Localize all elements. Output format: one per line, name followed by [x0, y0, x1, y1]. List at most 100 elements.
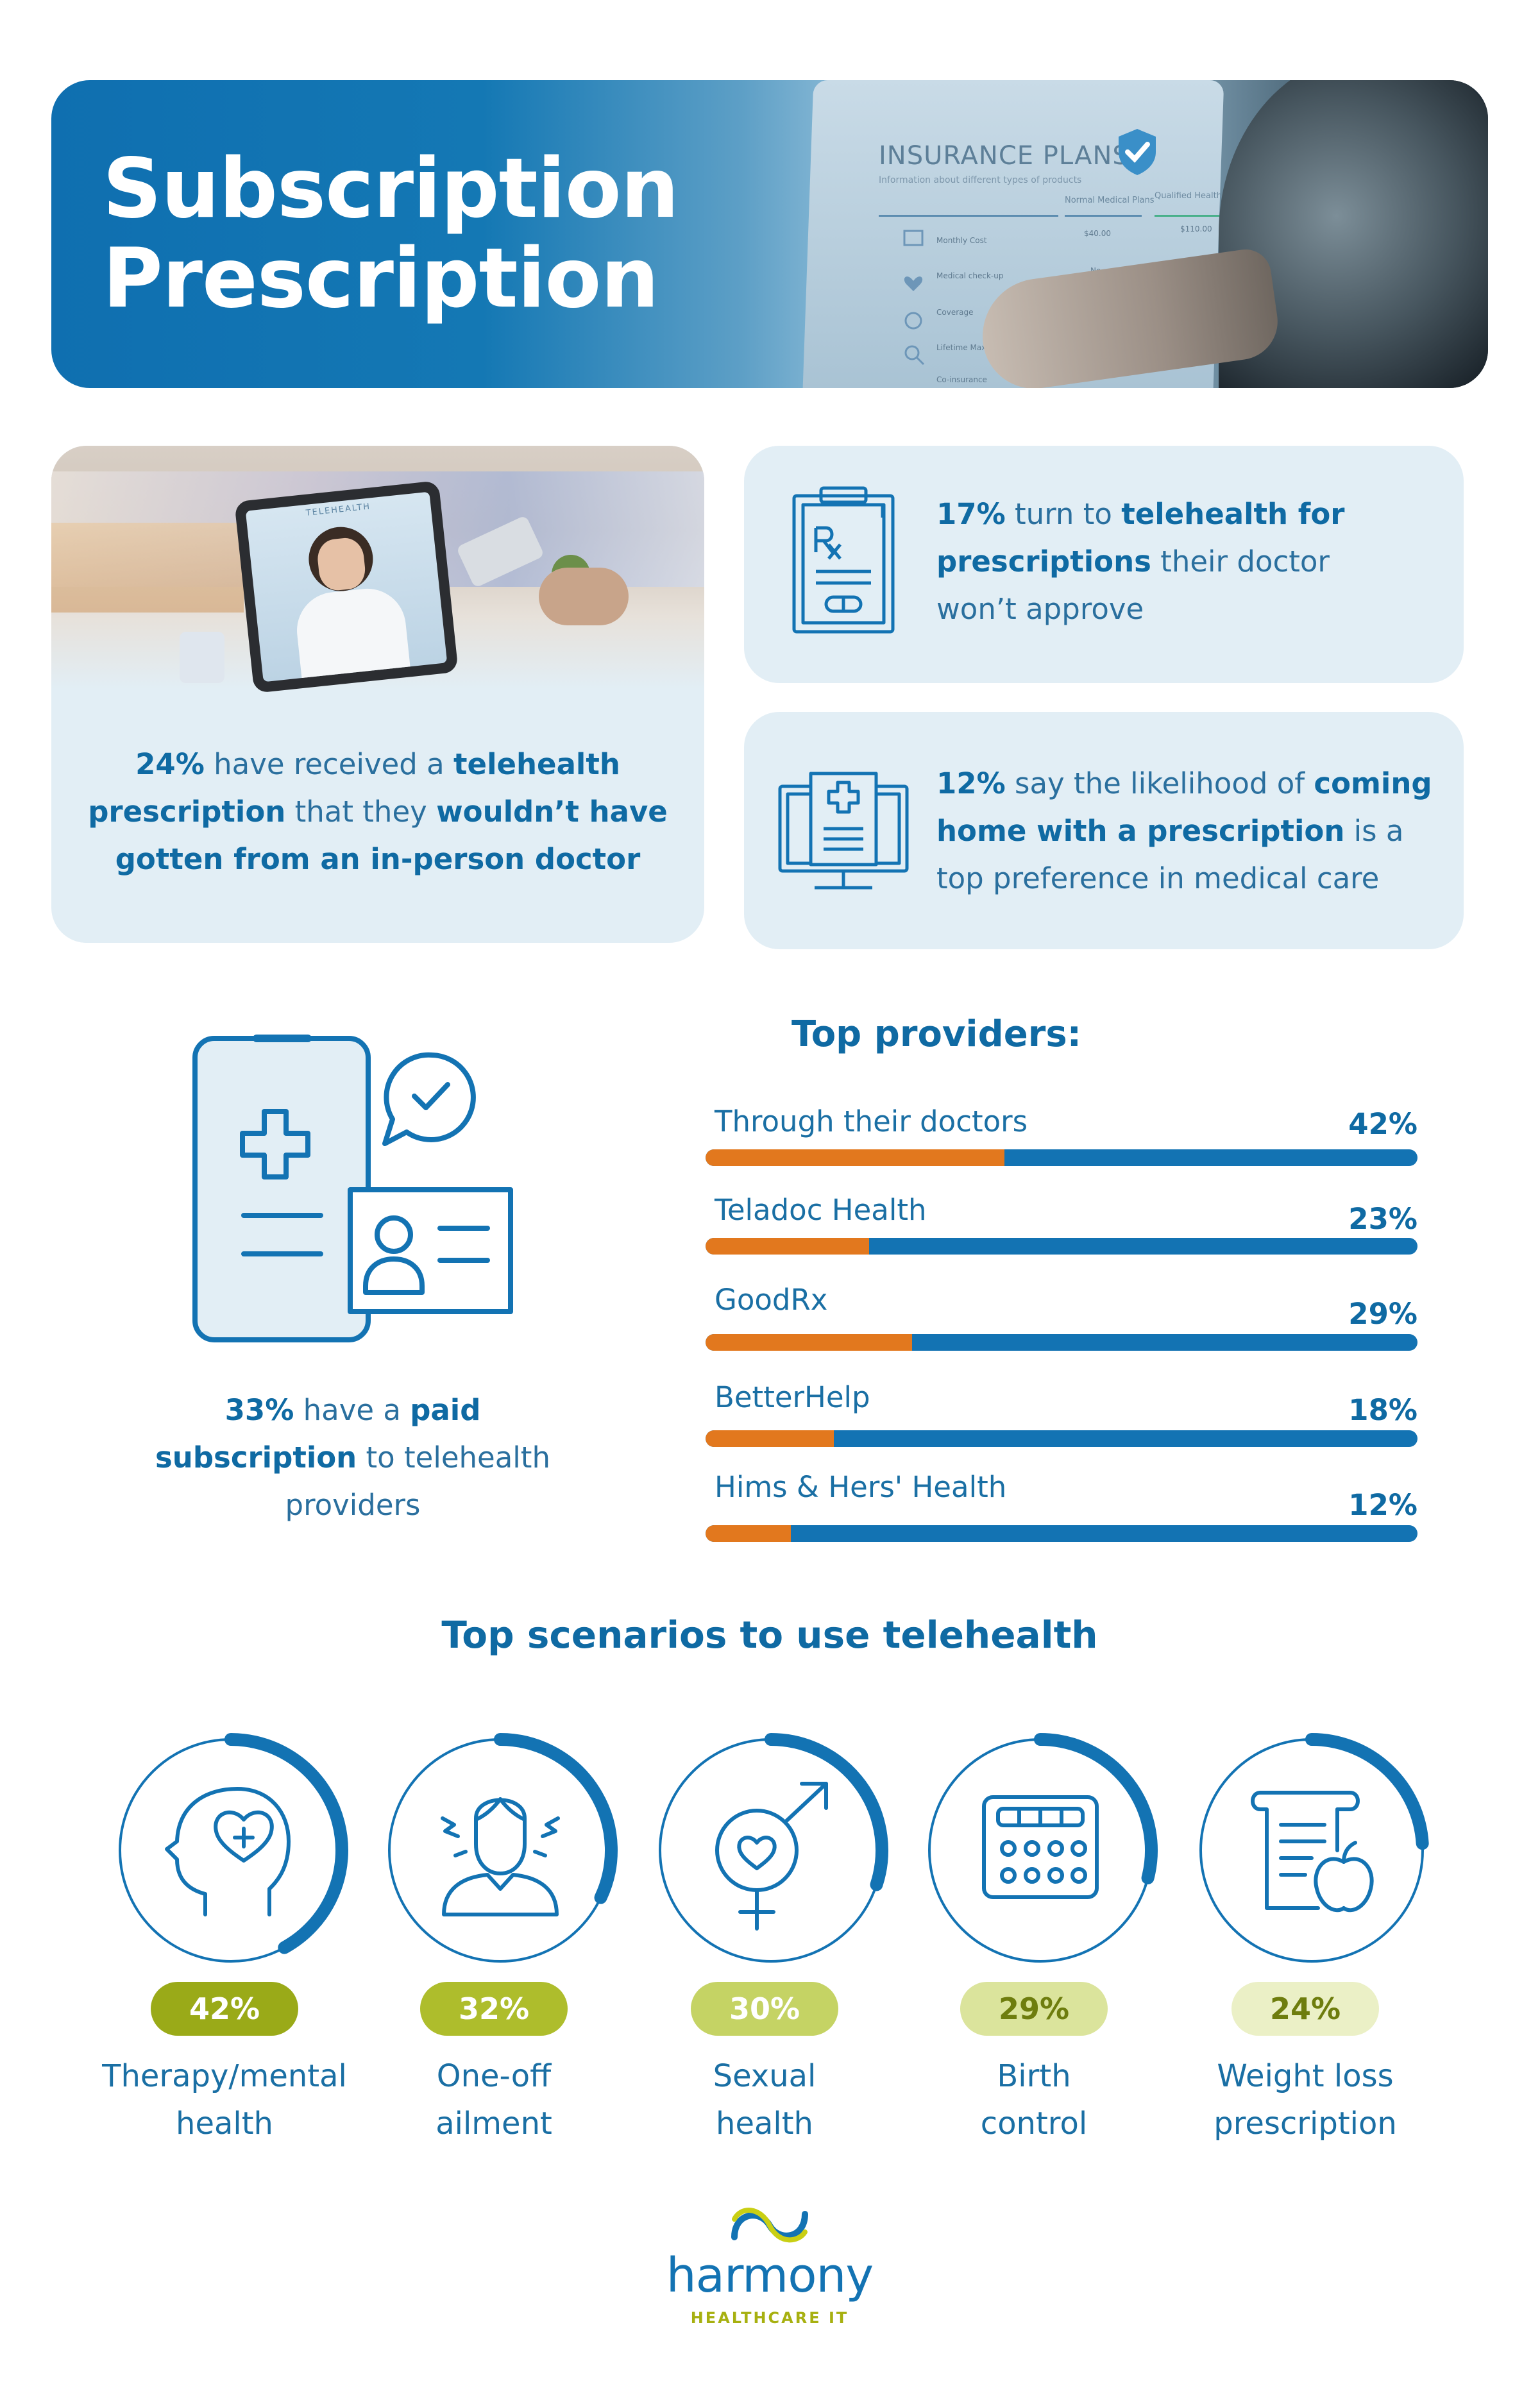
stat-33-t1: have a [294, 1393, 410, 1427]
stat-17-t3: won’t approve [936, 592, 1144, 626]
scenarios-title: Top scenarios to use telehealth [441, 1613, 1098, 1657]
provider-bar-track [706, 1525, 1417, 1542]
stat-33-t2: to telehealth [357, 1441, 550, 1475]
provider-bar-fill [706, 1238, 870, 1255]
scenario-arc [494, 1733, 618, 1904]
harmony-logo-icon [731, 2208, 808, 2243]
screen-column-1: Normal Medical Plans [1065, 196, 1155, 205]
insurance-plans-heading: INSURANCE PLANS [879, 141, 1130, 171]
stat-24-b1: telehealth [453, 747, 620, 781]
stat-12-t3: top preference in medical care [936, 861, 1380, 895]
scenario-label-line1: Weight loss [1217, 2058, 1394, 2094]
stat-17-t1: turn to [1005, 497, 1122, 531]
stat-12-b1: coming [1314, 766, 1432, 800]
stat-17-t2: their doctor [1151, 545, 1330, 579]
provider-value: 29% [1348, 1297, 1417, 1331]
stat-17-b1: telehealth for [1121, 497, 1345, 531]
stat-24-pct: 24% [135, 747, 205, 781]
stat-33-pct: 33% [224, 1393, 294, 1427]
provider-bar-fill [706, 1149, 1005, 1166]
stat-12-text: 12% say the likelihood of coming home wi… [936, 760, 1462, 902]
hand [539, 568, 629, 625]
harmony-logo-sub: HEALTHCARE IT [690, 2309, 849, 2327]
scenario-label-line2: control [980, 2106, 1088, 2142]
scenario-label: Sexual health [623, 2052, 906, 2147]
screen-value-1: $40.00 [1084, 229, 1111, 238]
stat-33-b2: subscription [155, 1441, 357, 1475]
stat-24-text: 24% have received a telehealth prescript… [51, 741, 704, 883]
scenario-label: Therapy/mental health [83, 2052, 366, 2147]
stat-17-pct: 17% [936, 497, 1006, 531]
pill-pack-calendar-icon [982, 1795, 1099, 1899]
stat-12-b2: home with a prescription [936, 814, 1345, 848]
providers-bar-chart: Through their doctors 42% Teladoc Health… [706, 1097, 1417, 1559]
insurance-tablet-photo: INSURANCE PLANS Information about differ… [770, 80, 1488, 388]
scenario-pct-pill: 29% [960, 1982, 1108, 2036]
screen-row-icons [903, 230, 925, 366]
screen-row-3: Coverage [936, 308, 974, 317]
prescription-apple-icon [1251, 1791, 1374, 1913]
stat-33-b1: paid [410, 1393, 481, 1427]
scenario-label-line2: ailment [436, 2106, 552, 2142]
stat-24-b3: wouldn’t have [436, 795, 668, 829]
scenario-label: Weight loss prescription [1164, 2052, 1446, 2147]
monitor-medical-icon [778, 772, 909, 890]
stat-card-12: 12% say the likelihood of coming home wi… [744, 712, 1464, 949]
scenario-pct-pill: 30% [691, 1982, 838, 2036]
stat-33-text: 33% have a paid subscription to teleheal… [96, 1387, 609, 1529]
provider-value: 23% [1348, 1202, 1417, 1236]
scenario-label-line2: prescription [1214, 2106, 1397, 2142]
scenario-arc [1305, 1733, 1429, 1850]
stat-card-24: TELEHEALTH 24% have received a telehealt… [51, 446, 704, 943]
scenario-label-line1: Birth [997, 2058, 1071, 2094]
providers-title: Top providers: [791, 1013, 1082, 1055]
scenario-arc [1034, 1733, 1158, 1885]
provider-value: 18% [1348, 1393, 1417, 1427]
screen-row-5: Co-insurance [936, 375, 987, 384]
scenario-pct-pill: 24% [1231, 1982, 1379, 2036]
gender-heart-icon [715, 1782, 828, 1931]
stat-17-text: 17% turn to telehealth for prescriptions… [936, 491, 1450, 633]
provider-bar-fill [706, 1334, 912, 1351]
stat-12-pct: 12% [936, 766, 1006, 800]
provider-row: GoodRx 29% [706, 1283, 1417, 1353]
mug [180, 632, 224, 683]
tablet-telehealth-label: TELEHEALTH [305, 502, 371, 518]
page-title: Subscription Prescription [103, 144, 679, 324]
telehealth-photo: TELEHEALTH [51, 446, 704, 693]
scenario-ring-birth-control [928, 1733, 1158, 1963]
provider-bar-track [706, 1149, 1417, 1166]
stat-33-t3: providers [285, 1488, 421, 1522]
scenario-arc [765, 1733, 888, 1891]
provider-row: BetterHelp 18% [706, 1380, 1417, 1451]
scenario-ring-therapy [119, 1733, 348, 1963]
scenario-pct-pill: 42% [151, 1982, 298, 2036]
screen-row-1: Monthly Cost [936, 236, 987, 245]
stat-24-t2: that they [285, 795, 437, 829]
title-line-1: Subscription [103, 141, 679, 237]
provider-bar-track [706, 1238, 1417, 1255]
provider-label: Teladoc Health [715, 1193, 927, 1227]
provider-value: 12% [1348, 1488, 1417, 1522]
stat-17-b2: prescriptions [936, 545, 1151, 579]
stat-24-b2: prescription [88, 795, 286, 829]
provider-label: Hims & Hers' Health [715, 1470, 1007, 1504]
stressed-person-icon [441, 1797, 560, 1916]
scenario-arc [224, 1733, 348, 1954]
scenario-label-line2: health [716, 2106, 813, 2142]
provider-label: BetterHelp [715, 1380, 870, 1414]
scenario-pct-pill: 32% [420, 1982, 568, 2036]
scenario-ring-ailment [388, 1733, 618, 1963]
provider-bar-track [706, 1334, 1417, 1351]
provider-value: 42% [1348, 1107, 1417, 1141]
title-line-2: Prescription [103, 231, 659, 326]
provider-bar-fill [706, 1430, 834, 1447]
stat-card-17: 17% turn to telehealth for prescriptions… [744, 446, 1464, 683]
scenario-label-line1: Therapy/mental [102, 2058, 347, 2094]
provider-row: Hims & Hers' Health 12% [706, 1470, 1417, 1542]
scenario-label: Birth control [893, 2052, 1175, 2147]
shield-check-icon [1119, 129, 1156, 175]
provider-label: Through their doctors [715, 1104, 1028, 1138]
screen-value-2: $110.00 [1180, 224, 1212, 233]
rx-clipboard-icon [792, 486, 895, 634]
